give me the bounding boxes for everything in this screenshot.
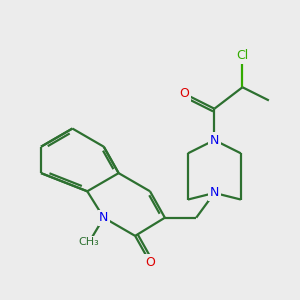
Text: O: O (145, 256, 155, 269)
Text: N: N (210, 134, 219, 147)
Text: N: N (99, 211, 109, 224)
Text: Cl: Cl (236, 50, 249, 62)
Text: N: N (210, 186, 219, 200)
Text: O: O (180, 87, 190, 101)
Text: CH₃: CH₃ (79, 238, 99, 248)
